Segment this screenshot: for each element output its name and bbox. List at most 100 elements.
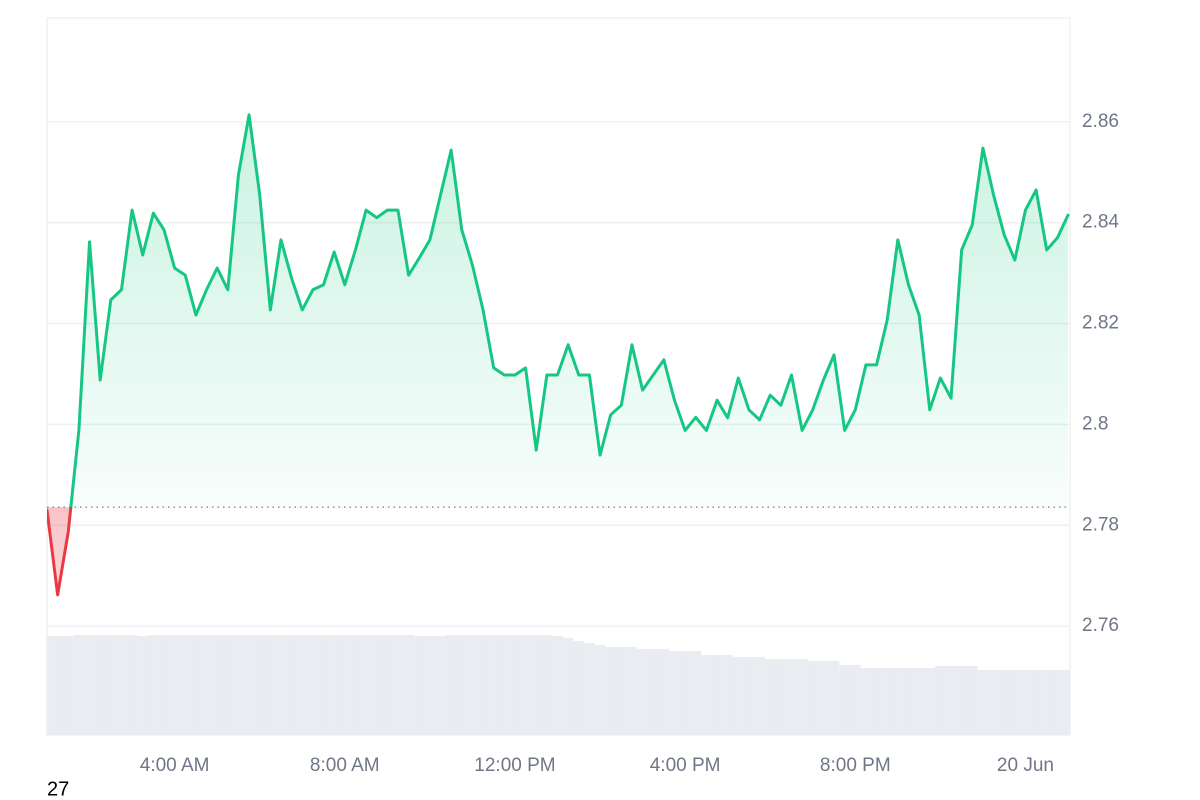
volume-bar: [179, 635, 191, 735]
volume-bar: [360, 635, 372, 735]
volume-bar: [530, 635, 542, 735]
volume-bar: [105, 635, 117, 735]
volume-bar: [977, 670, 989, 735]
volume-bar: [679, 651, 691, 735]
volume-bar: [711, 655, 723, 735]
volume-bar: [1041, 670, 1053, 735]
volume-bar: [73, 635, 85, 735]
volume-bar: [988, 670, 999, 735]
volume-bar: [573, 641, 585, 735]
volume-bar: [637, 649, 648, 735]
volume-bar: [201, 635, 212, 735]
volume-bar: [233, 635, 244, 735]
volume-bar: [818, 661, 829, 735]
volume-bar: [47, 636, 53, 735]
volume-bar: [211, 635, 223, 735]
volume-bar: [690, 651, 702, 735]
volume-bar: [190, 635, 202, 735]
volume-bar: [62, 636, 74, 735]
volume-bar: [892, 668, 904, 735]
volume-bar: [807, 661, 819, 735]
volume-bar: [169, 635, 180, 735]
volume-bar: [945, 666, 957, 735]
volume-bar: [615, 647, 627, 735]
volume-bar: [1062, 670, 1070, 735]
volume-bar: [669, 651, 680, 735]
volume-bar: [584, 643, 595, 735]
volume-bar: [849, 665, 861, 735]
volume-bar: [1030, 670, 1042, 735]
volume-bar: [732, 657, 744, 735]
volume-bar: [456, 635, 468, 735]
volume-bar: [350, 635, 361, 735]
volume-bar: [743, 657, 755, 735]
volume-bar: [328, 635, 340, 735]
volume-bar: [254, 635, 266, 735]
volume-bar: [382, 635, 393, 735]
volume-bar: [222, 635, 234, 735]
volume-bar: [701, 655, 712, 735]
volume-bar: [935, 666, 946, 735]
volume-bar: [966, 666, 978, 735]
volume-bar: [562, 638, 574, 735]
y-tick-label: 2.76: [1082, 615, 1119, 636]
volume-bar: [424, 636, 436, 735]
volume-bar: [339, 635, 351, 735]
volume-bar: [413, 636, 425, 735]
volume-bar: [435, 636, 446, 735]
volume-bar: [658, 649, 670, 735]
volume-bar: [52, 636, 63, 735]
volume-bar: [605, 647, 616, 735]
x-tick-label: 8:00 AM: [310, 755, 380, 776]
volume-bars: [47, 635, 1070, 735]
volume-bar: [94, 635, 106, 735]
volume-bar: [1009, 670, 1021, 735]
volume-bar: [956, 666, 967, 735]
x-tick-label: 12:00 PM: [474, 755, 555, 776]
labels: 2.76 2.78 2.8 2.82 2.84 2.86 4:00 AM 8:00 AM 12:…: [140, 111, 1120, 776]
volume-bar: [796, 659, 808, 735]
volume-bar: [296, 635, 308, 735]
volume-bar: [998, 670, 1010, 735]
x-tick-label: 8:00 PM: [820, 755, 891, 776]
corner-label: 27: [47, 778, 69, 800]
volume-bar: [158, 635, 170, 735]
volume-bar: [265, 635, 276, 735]
volume-bar: [775, 659, 787, 735]
volume-bar: [1052, 670, 1063, 735]
volume-bar: [126, 635, 138, 735]
price-area: [47, 114, 1068, 595]
volume-bar: [722, 655, 733, 735]
volume-bar: [594, 645, 606, 735]
volume-bar: [445, 635, 457, 735]
volume-bar: [881, 668, 893, 735]
volume-bar: [786, 659, 797, 735]
volume-bar: [913, 668, 925, 735]
y-tick-label: 2.8: [1082, 413, 1108, 434]
volume-bar: [764, 659, 776, 735]
volume-bar: [488, 635, 500, 735]
volume-bar: [754, 657, 765, 735]
volume-bar: [318, 635, 329, 735]
volume-bar: [392, 635, 404, 735]
volume-bar: [828, 661, 840, 735]
volume-bar: [626, 647, 638, 735]
price-line: [47, 113, 1070, 597]
x-tick-label: 4:00 PM: [650, 755, 721, 776]
volume-bar: [371, 635, 383, 735]
volume-bar: [307, 635, 319, 735]
y-tick-label: 2.86: [1082, 111, 1119, 132]
y-tick-label: 2.84: [1082, 212, 1119, 233]
volume-bar: [924, 668, 936, 735]
x-tick-label: 4:00 AM: [140, 755, 210, 776]
volume-bar: [467, 635, 478, 735]
volume-bar: [275, 635, 287, 735]
y-tick-label: 2.78: [1082, 514, 1119, 535]
x-tick-label: 20 Jun: [997, 755, 1054, 776]
volume-bar: [243, 635, 255, 735]
volume-bar: [148, 635, 159, 735]
volume-bar: [286, 635, 297, 735]
volume-bar: [1020, 670, 1031, 735]
volume-bar: [520, 635, 531, 735]
